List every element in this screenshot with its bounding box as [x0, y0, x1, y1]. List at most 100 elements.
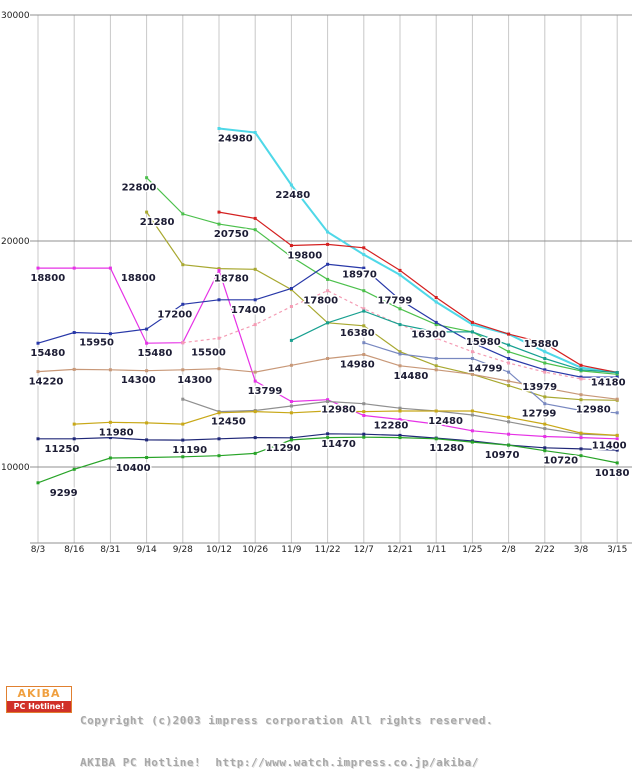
akiba-logo: AKIBA PC Hotline!	[6, 686, 72, 713]
series-point-green-low	[543, 449, 547, 453]
series-point-magenta	[398, 418, 402, 421]
series-point-red	[289, 244, 293, 247]
series-point-magenta	[72, 266, 76, 270]
series-point-tan	[615, 397, 619, 401]
price-label: 17400	[231, 305, 266, 316]
series-point-gold	[326, 409, 330, 413]
price-label: 15880	[524, 339, 559, 350]
x-axis-label: 1/25	[462, 545, 482, 555]
series-point-cyan	[326, 230, 330, 234]
series-point-red	[362, 246, 366, 250]
series-point-teal	[615, 371, 619, 374]
series-point-red	[326, 242, 330, 246]
series-point-navy	[507, 357, 511, 360]
series-point-pink	[326, 289, 330, 293]
series-line-cyan	[218, 127, 618, 374]
series-point-olive	[362, 324, 366, 328]
series-line-red	[218, 211, 618, 374]
series-point-navy-low	[326, 432, 330, 436]
series-point-magenta	[145, 341, 149, 345]
series-point-cyan	[579, 366, 583, 370]
series-point-navy	[289, 287, 293, 290]
x-axis-label: 12/7	[354, 545, 374, 555]
price-label: 9299	[50, 488, 78, 499]
x-axis-label: 1/11	[426, 545, 446, 555]
series-point-magenta	[36, 266, 40, 270]
series-point-magenta	[217, 268, 221, 272]
series-point-olive	[543, 395, 547, 399]
price-label: 14180	[591, 378, 626, 389]
series-point-red	[470, 320, 474, 324]
series-point-gray	[398, 406, 402, 410]
series-point-magenta	[579, 436, 583, 440]
price-label: 19800	[287, 251, 322, 262]
series-point-slate-blue	[398, 352, 402, 356]
series-point-slate-blue	[543, 402, 547, 406]
series-point-gray	[289, 404, 293, 408]
price-label: 18970	[342, 269, 377, 280]
series-point-teal	[507, 343, 511, 347]
series-point-navy	[579, 375, 583, 379]
price-label: 16300	[411, 330, 446, 341]
series-point-gray	[543, 427, 547, 431]
series-point-navy	[181, 302, 185, 306]
series-point-navy	[543, 368, 547, 372]
series-point-gray	[326, 400, 330, 403]
series-point-cyan	[217, 127, 221, 130]
series-point-tan	[108, 368, 112, 372]
series-point-cyan	[543, 350, 547, 354]
series-point-gold	[543, 422, 547, 426]
series-point-magenta	[470, 429, 474, 433]
series-point-gold	[470, 409, 474, 413]
series-point-green-low	[289, 438, 293, 442]
series-point-olive	[253, 267, 257, 271]
series-point-pink	[470, 350, 474, 354]
series-point-olive	[579, 398, 583, 402]
price-label: 11980	[99, 427, 134, 438]
series-point-tan	[145, 369, 149, 373]
price-label: 12799	[522, 409, 557, 420]
series-point-navy-low	[72, 437, 76, 441]
series-point-navy-low	[543, 446, 547, 450]
series-point-light-green	[289, 255, 293, 259]
series-point-magenta	[434, 422, 438, 426]
series-line-olive	[146, 211, 618, 401]
series-point-tan	[362, 353, 366, 356]
series-point-red	[579, 363, 583, 367]
price-trend-chart: 8/3 8/16 8/31 9/14 9/28 10/12 10/26 11/9 11/22 12…	[1, 11, 632, 555]
series-point-cyan	[253, 131, 257, 134]
price-label: 16380	[340, 328, 375, 339]
series-point-gray	[470, 413, 474, 417]
series-point-slate-blue	[615, 411, 619, 415]
series-point-magenta	[326, 398, 330, 402]
series-point-teal	[579, 368, 583, 372]
series-point-red	[217, 210, 221, 214]
series-point-olive	[181, 263, 185, 267]
series-point-navy-low	[615, 448, 619, 452]
series-point-cyan	[398, 273, 402, 277]
series-point-magenta	[108, 266, 112, 270]
series-point-pink	[543, 370, 547, 374]
price-label: 11290	[266, 443, 301, 454]
price-label: 15950	[79, 338, 114, 349]
price-label: 18780	[214, 274, 249, 285]
series-point-slate-blue	[434, 357, 438, 360]
series-point-tan	[253, 370, 257, 374]
series-point-light-green	[507, 350, 511, 354]
series-point-teal	[289, 338, 293, 342]
x-axis-label: 8/3	[31, 545, 45, 555]
x-axis-label: 3/8	[574, 545, 589, 555]
series-point-light-green	[326, 277, 330, 281]
series-point-cyan	[470, 323, 474, 327]
price-label: 11280	[429, 443, 464, 454]
price-label: 10180	[595, 468, 630, 479]
series-point-pink	[362, 307, 366, 311]
series-point-green-low	[434, 437, 438, 441]
series-point-teal	[470, 330, 474, 334]
y-axis-label: 30000	[1, 11, 30, 21]
series-point-olive	[145, 210, 149, 214]
series-point-navy	[470, 341, 474, 345]
copyright-line: Copyright (c)2003 impress corporation Al…	[80, 714, 494, 727]
x-axis-label: 8/16	[64, 545, 84, 555]
series-point-pink	[615, 379, 619, 383]
